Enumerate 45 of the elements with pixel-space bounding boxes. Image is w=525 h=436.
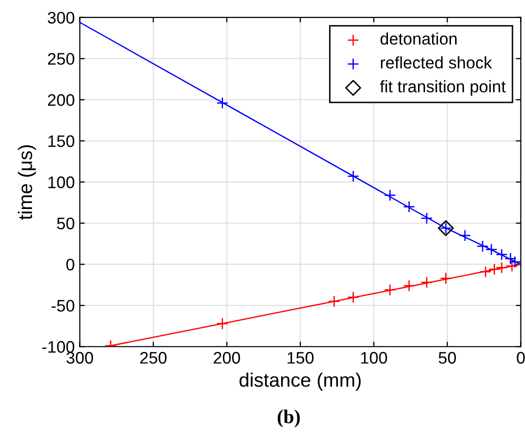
line-series: [80, 22, 521, 265]
x-tick-label: 300: [66, 352, 94, 364]
x-tick-label: 150: [288, 352, 314, 364]
y-tick-label: -50: [52, 300, 74, 312]
point: [485, 244, 498, 256]
point: [216, 97, 228, 110]
point: [476, 240, 489, 252]
point: [488, 263, 500, 276]
y-axis-title: time (μs): [18, 145, 36, 220]
x-tick-label: 0: [516, 352, 525, 364]
point: [384, 284, 396, 296]
legend-label: fit transition point: [380, 80, 506, 96]
point: [480, 266, 492, 278]
point: [403, 200, 416, 213]
point: [384, 189, 396, 202]
x-tick-label: 100: [361, 352, 388, 364]
point: [496, 262, 508, 274]
y-tick-label: 100: [48, 176, 74, 188]
x-tick-label: 250: [140, 352, 167, 364]
point: [506, 260, 518, 272]
y-tick-label: -100: [42, 341, 74, 353]
point: [504, 252, 517, 265]
x-tick-label: 200: [214, 352, 240, 364]
legend-label: detonation: [380, 32, 457, 45]
y-tick-label: 250: [48, 52, 74, 65]
point: [347, 291, 360, 304]
point: [328, 295, 340, 308]
y-tick-label: 300: [48, 12, 74, 24]
text: (b): [278, 410, 300, 428]
point: [216, 318, 228, 330]
point: [420, 276, 433, 288]
point: [420, 212, 433, 224]
point: [496, 248, 508, 260]
x-tick-label: 50: [438, 352, 456, 364]
point: [347, 170, 360, 182]
y-tick-label: 50: [57, 218, 74, 230]
y-tick-label: 150: [48, 135, 74, 148]
legend-label: reflected shock: [380, 56, 492, 69]
y-tick-label: 200: [48, 94, 74, 106]
y-tick-label: 0: [66, 258, 74, 271]
x-axis-title: distance (mm): [240, 372, 361, 391]
point: [508, 256, 521, 268]
point: [458, 230, 471, 242]
point: [403, 280, 416, 292]
point: [440, 272, 452, 284]
